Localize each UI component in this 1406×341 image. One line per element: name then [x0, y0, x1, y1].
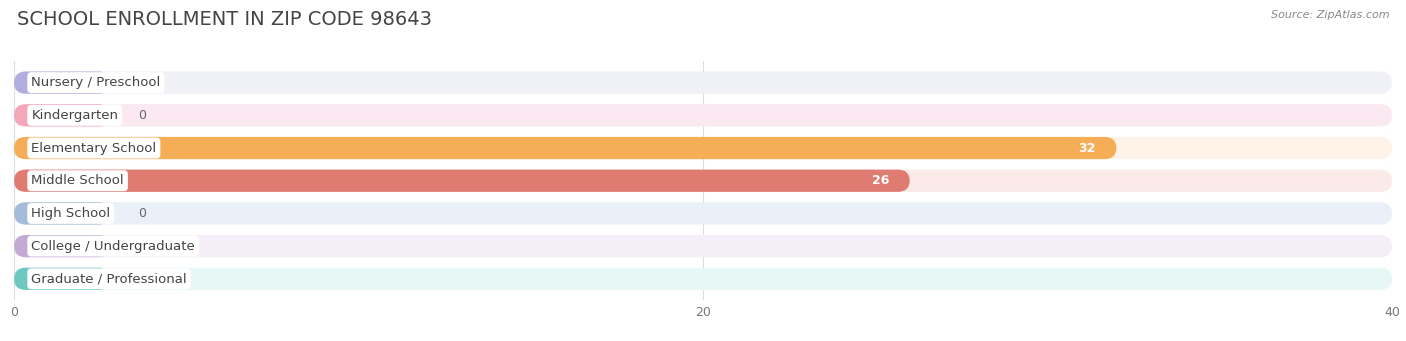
FancyBboxPatch shape	[14, 235, 1392, 257]
FancyBboxPatch shape	[14, 104, 111, 127]
FancyBboxPatch shape	[14, 202, 111, 224]
Text: Nursery / Preschool: Nursery / Preschool	[31, 76, 160, 89]
Text: 0: 0	[138, 76, 146, 89]
FancyBboxPatch shape	[14, 169, 1392, 192]
FancyBboxPatch shape	[14, 72, 111, 94]
Text: Kindergarten: Kindergarten	[31, 109, 118, 122]
Text: College / Undergraduate: College / Undergraduate	[31, 240, 195, 253]
FancyBboxPatch shape	[14, 137, 1392, 159]
Text: High School: High School	[31, 207, 111, 220]
Text: 0: 0	[138, 272, 146, 285]
Text: 32: 32	[1078, 142, 1095, 154]
Text: Elementary School: Elementary School	[31, 142, 156, 154]
FancyBboxPatch shape	[14, 104, 1392, 127]
FancyBboxPatch shape	[14, 268, 111, 290]
FancyBboxPatch shape	[14, 235, 111, 257]
Text: Middle School: Middle School	[31, 174, 124, 187]
Text: 0: 0	[138, 207, 146, 220]
FancyBboxPatch shape	[14, 137, 1116, 159]
Text: SCHOOL ENROLLMENT IN ZIP CODE 98643: SCHOOL ENROLLMENT IN ZIP CODE 98643	[17, 10, 432, 29]
Text: 26: 26	[872, 174, 889, 187]
FancyBboxPatch shape	[14, 268, 1392, 290]
FancyBboxPatch shape	[14, 169, 910, 192]
FancyBboxPatch shape	[14, 202, 1392, 224]
FancyBboxPatch shape	[14, 72, 1392, 94]
Text: 0: 0	[138, 240, 146, 253]
Text: Graduate / Professional: Graduate / Professional	[31, 272, 187, 285]
Text: Source: ZipAtlas.com: Source: ZipAtlas.com	[1271, 10, 1389, 20]
Text: 0: 0	[138, 109, 146, 122]
